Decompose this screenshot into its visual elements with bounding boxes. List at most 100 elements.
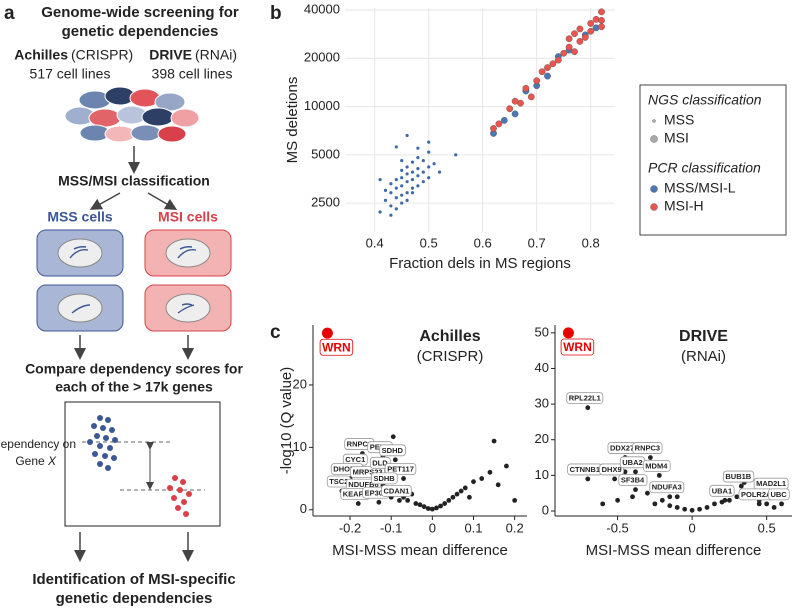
point-label: SDHB xyxy=(371,472,398,485)
point xyxy=(421,159,425,163)
x-axis-label: MSI-MSS mean difference xyxy=(332,542,508,559)
legend-label: MSS/MSI-L xyxy=(664,180,736,196)
point xyxy=(495,482,501,488)
point-label-text: RPL22L1 xyxy=(569,394,601,403)
point xyxy=(400,184,404,188)
screen-name: DRIVE xyxy=(149,47,192,63)
point xyxy=(376,499,382,505)
x-tick-label: 0 xyxy=(429,520,436,535)
point xyxy=(598,23,605,31)
point xyxy=(438,503,443,509)
point xyxy=(512,497,518,503)
point-label-text: KEAP1 xyxy=(343,490,368,499)
point xyxy=(378,210,382,214)
point xyxy=(400,193,404,197)
point-label-text: UBA2 xyxy=(622,458,642,467)
point xyxy=(432,162,436,166)
point xyxy=(656,472,662,478)
point-label-box xyxy=(599,463,625,476)
y-tick-label: 20 xyxy=(535,431,549,446)
point-label-box xyxy=(642,459,671,472)
point xyxy=(429,506,435,512)
point-label: DDX27 xyxy=(607,442,637,454)
plot-subtitle: (RNAi) xyxy=(681,348,726,365)
point xyxy=(554,56,562,64)
point xyxy=(560,49,568,57)
point xyxy=(633,469,638,475)
point-label-box xyxy=(632,442,663,454)
point-label-text: NDUFB6 xyxy=(348,480,378,489)
legend-title: NGS classification xyxy=(648,92,762,108)
x-tick-label: -0.1 xyxy=(380,520,402,535)
point xyxy=(355,501,361,506)
x-tick-label: 0.5 xyxy=(758,520,776,535)
point-label-text: CTNNB1 xyxy=(570,465,600,474)
point xyxy=(647,455,653,460)
point xyxy=(417,502,423,508)
panel-letter: a xyxy=(4,3,15,24)
point xyxy=(522,84,530,92)
legend-marker xyxy=(652,119,656,123)
step-label: MSS/MSI classification xyxy=(58,173,210,189)
point-label-text: SDHB xyxy=(373,474,395,483)
y-tick-label: 5000 xyxy=(311,146,340,161)
cell-cluster xyxy=(64,86,200,143)
x-tick-label: 0.2 xyxy=(506,520,524,535)
panel-letter: c xyxy=(270,322,281,343)
y-tick-label: 30 xyxy=(535,396,549,411)
point xyxy=(390,434,396,440)
point xyxy=(416,167,420,171)
point xyxy=(405,133,409,138)
point xyxy=(321,327,333,339)
point xyxy=(416,184,420,188)
point-label-text: MRPS23 xyxy=(353,468,383,477)
point-label-box xyxy=(381,484,412,497)
point xyxy=(587,20,595,27)
point xyxy=(400,159,404,163)
point-label-text: SDHD xyxy=(382,446,404,455)
title-line: genetic dependencies xyxy=(62,23,219,40)
point xyxy=(394,196,398,200)
point xyxy=(400,176,404,180)
point xyxy=(500,116,508,124)
point-label: WRN xyxy=(319,338,354,356)
panel-letter: b xyxy=(270,3,282,24)
title-line: Genome-wide screening for xyxy=(41,4,239,21)
point-label: MDM4 xyxy=(642,459,671,472)
y-tick-label: 40000 xyxy=(304,1,340,16)
point-label-box xyxy=(379,444,406,457)
point-label-box xyxy=(566,392,604,405)
point xyxy=(576,25,584,33)
legend-label: MSS xyxy=(664,112,694,128)
point xyxy=(506,105,514,113)
point xyxy=(674,494,680,500)
point-label-box xyxy=(371,472,398,485)
legend-marker xyxy=(650,135,658,143)
point xyxy=(405,191,409,195)
screen-method: (RNAi) xyxy=(195,47,237,63)
y-tick-label: 2500 xyxy=(311,195,340,210)
point-label-text: PET117 xyxy=(387,465,414,474)
point xyxy=(416,156,420,160)
point-label-box xyxy=(768,488,790,501)
point xyxy=(667,503,673,509)
point xyxy=(490,125,497,132)
point xyxy=(704,505,710,510)
point-label-text: EP300 xyxy=(365,488,388,497)
point xyxy=(410,191,415,195)
point xyxy=(549,60,557,68)
point xyxy=(581,34,589,41)
point xyxy=(454,491,460,497)
x-tick-label: 0.5 xyxy=(420,235,438,250)
point xyxy=(527,93,535,101)
point-label: CYC1 xyxy=(342,453,368,466)
point xyxy=(652,501,658,507)
point xyxy=(389,182,393,186)
point xyxy=(405,198,409,202)
point xyxy=(410,186,415,190)
point xyxy=(565,35,573,43)
point xyxy=(562,327,574,339)
point-label-box xyxy=(384,463,417,475)
dependency-axis: Gene xyxy=(15,454,45,468)
point xyxy=(383,188,388,192)
